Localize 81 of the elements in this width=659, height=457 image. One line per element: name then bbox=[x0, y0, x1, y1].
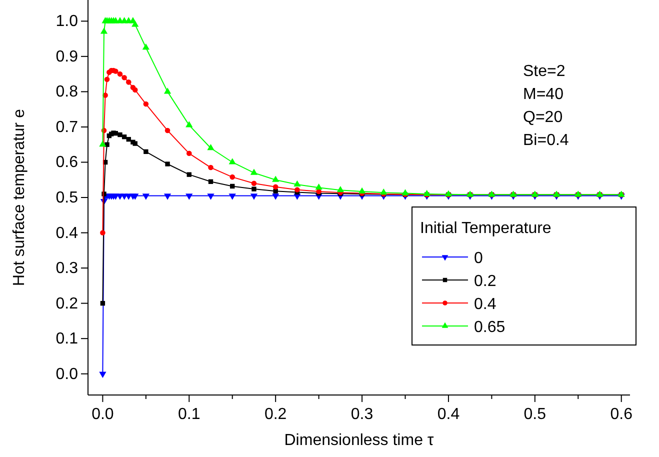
legend-label: 0.65 bbox=[474, 319, 506, 336]
x-axis-title: Dimensionless time τ bbox=[284, 432, 434, 449]
y-tick-label: 0.7 bbox=[56, 118, 78, 136]
point bbox=[126, 80, 132, 85]
x-tick-label: 0.2 bbox=[264, 406, 287, 423]
point bbox=[272, 194, 280, 200]
y-tick-label: 0.1 bbox=[56, 330, 78, 348]
x-tick-label: 0.3 bbox=[350, 406, 374, 423]
point bbox=[294, 180, 301, 187]
point bbox=[380, 188, 388, 195]
x-tick-label: 0.5 bbox=[524, 406, 546, 423]
point bbox=[273, 188, 278, 194]
y-tick-label: 0.8 bbox=[56, 84, 78, 101]
y-tick-label: 0.2 bbox=[56, 295, 78, 312]
point bbox=[423, 190, 430, 196]
point bbox=[251, 180, 257, 186]
point bbox=[186, 121, 193, 128]
point bbox=[358, 187, 366, 194]
point bbox=[132, 194, 139, 200]
legend-label: 0.4 bbox=[474, 296, 496, 313]
point bbox=[228, 194, 236, 200]
legend-title: Initial Temperature bbox=[420, 220, 552, 237]
legend-label: 0.2 bbox=[474, 273, 496, 290]
point bbox=[132, 20, 139, 27]
point bbox=[272, 184, 278, 190]
point bbox=[208, 164, 214, 170]
point bbox=[315, 184, 322, 190]
point bbox=[186, 194, 193, 200]
point bbox=[100, 28, 108, 34]
y-tick-label: 0.3 bbox=[56, 260, 78, 278]
y-tick-label: 0.0 bbox=[56, 366, 78, 383]
x-tick-label: 0.6 bbox=[610, 406, 633, 423]
point bbox=[207, 144, 214, 150]
point bbox=[164, 128, 170, 134]
point bbox=[104, 76, 110, 82]
point bbox=[144, 149, 148, 154]
y-tick-label: 0.9 bbox=[56, 48, 78, 66]
annotation: Q=20 bbox=[523, 109, 563, 126]
point bbox=[250, 194, 258, 200]
point bbox=[113, 68, 118, 74]
annotation: M=40 bbox=[523, 86, 564, 103]
point bbox=[230, 174, 236, 180]
point bbox=[104, 142, 110, 147]
point bbox=[143, 101, 149, 107]
point bbox=[164, 88, 172, 94]
legend-label: 0 bbox=[474, 250, 483, 267]
x-tick-label: 0.1 bbox=[178, 406, 200, 423]
point bbox=[99, 372, 106, 378]
point bbox=[122, 134, 127, 140]
y-tick-label: 0.4 bbox=[56, 224, 78, 242]
point bbox=[142, 194, 150, 200]
point bbox=[208, 179, 214, 184]
point bbox=[132, 87, 138, 93]
y-axis-title: Hot surface temperatur e bbox=[11, 108, 28, 286]
y-tick-label: 1.0 bbox=[56, 13, 78, 30]
x-tick-label: 0.0 bbox=[92, 406, 114, 423]
point bbox=[142, 43, 150, 50]
point bbox=[230, 184, 235, 189]
point bbox=[207, 194, 214, 200]
annotation: Ste=2 bbox=[523, 63, 566, 80]
point bbox=[402, 189, 409, 196]
point bbox=[100, 230, 106, 236]
point bbox=[294, 187, 300, 192]
point bbox=[100, 300, 106, 306]
point bbox=[164, 194, 172, 200]
point bbox=[99, 140, 106, 147]
point bbox=[122, 74, 127, 80]
y-tick-label: 0.5 bbox=[56, 190, 78, 206]
point bbox=[252, 186, 256, 192]
point bbox=[165, 162, 170, 166]
annotation: Bi=0.4 bbox=[523, 132, 569, 149]
y-tick-label: 0.6 bbox=[56, 154, 78, 172]
point bbox=[228, 158, 236, 164]
x-tick-label: 0.4 bbox=[437, 406, 460, 423]
point bbox=[272, 176, 280, 182]
point bbox=[250, 168, 258, 175]
point bbox=[186, 172, 192, 177]
point bbox=[118, 132, 122, 138]
point bbox=[117, 71, 123, 77]
point bbox=[336, 186, 344, 192]
point bbox=[186, 150, 192, 156]
